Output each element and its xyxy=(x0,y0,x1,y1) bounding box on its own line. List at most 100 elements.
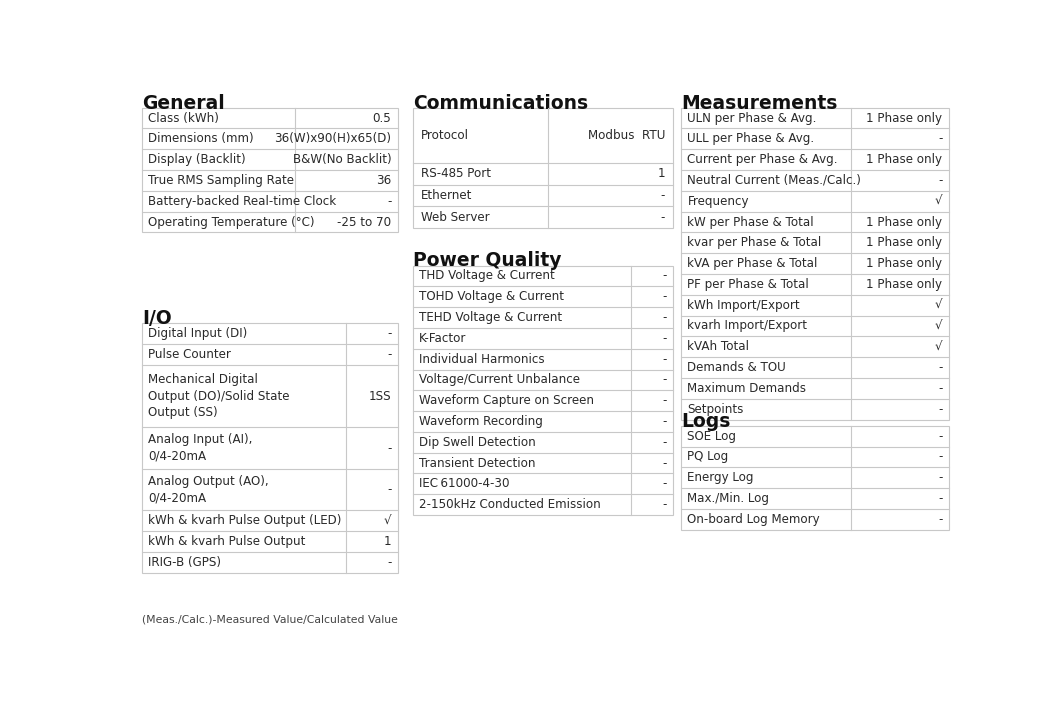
Text: -: - xyxy=(660,211,665,223)
Text: 1 Phase only: 1 Phase only xyxy=(866,216,942,228)
Text: √: √ xyxy=(935,299,942,312)
Text: Analog Input (AI),
0/4-20mA: Analog Input (AI), 0/4-20mA xyxy=(148,434,252,462)
Text: -: - xyxy=(938,361,942,374)
Text: Web Server: Web Server xyxy=(421,211,490,223)
Text: -: - xyxy=(387,348,391,361)
Text: √: √ xyxy=(935,341,942,353)
Text: Logs: Logs xyxy=(682,412,730,431)
Text: Voltage/Current Unbalance: Voltage/Current Unbalance xyxy=(420,374,580,386)
Text: √: √ xyxy=(384,515,391,527)
Text: 1 Phase only: 1 Phase only xyxy=(866,153,942,166)
Text: 1 Phase only: 1 Phase only xyxy=(866,257,942,270)
Text: Maximum Demands: Maximum Demands xyxy=(687,382,807,395)
Text: -: - xyxy=(387,327,391,341)
Text: 2-150kHz Conducted Emission: 2-150kHz Conducted Emission xyxy=(420,498,601,511)
Text: -: - xyxy=(662,436,667,449)
Text: Current per Phase & Avg.: Current per Phase & Avg. xyxy=(687,153,837,166)
Text: Pulse Counter: Pulse Counter xyxy=(148,348,231,361)
Text: -: - xyxy=(938,492,942,505)
Text: -: - xyxy=(662,477,667,491)
Text: -: - xyxy=(938,382,942,395)
Text: ULL per Phase & Avg.: ULL per Phase & Avg. xyxy=(687,133,814,145)
Text: -: - xyxy=(387,441,391,455)
Text: -: - xyxy=(662,457,667,470)
Text: Neutral Current (Meas./Calc.): Neutral Current (Meas./Calc.) xyxy=(687,174,862,187)
Text: -: - xyxy=(662,394,667,407)
Text: 1 Phase only: 1 Phase only xyxy=(866,111,942,125)
Text: -: - xyxy=(662,290,667,303)
Text: RS-485 Port: RS-485 Port xyxy=(421,167,491,180)
Text: Protocol: Protocol xyxy=(421,129,469,142)
Text: -: - xyxy=(938,403,942,416)
Text: Transient Detection: Transient Detection xyxy=(420,457,535,470)
Text: Power Quality: Power Quality xyxy=(413,251,562,270)
Text: Display (Backlit): Display (Backlit) xyxy=(148,153,246,166)
Text: Dip Swell Detection: Dip Swell Detection xyxy=(420,436,536,449)
Text: kVAh Total: kVAh Total xyxy=(687,341,749,353)
Text: -: - xyxy=(662,269,667,283)
Text: -: - xyxy=(662,498,667,511)
Text: Setpoints: Setpoints xyxy=(687,403,744,416)
Text: -: - xyxy=(938,471,942,484)
Text: Class (kWh): Class (kWh) xyxy=(148,111,218,125)
Text: THD Voltage & Current: THD Voltage & Current xyxy=(420,269,555,283)
Text: 1: 1 xyxy=(384,535,391,548)
Text: TEHD Voltage & Current: TEHD Voltage & Current xyxy=(420,311,563,324)
Text: -: - xyxy=(662,374,667,386)
Text: √: √ xyxy=(935,195,942,208)
Text: kvarh Import/Export: kvarh Import/Export xyxy=(687,319,808,333)
Text: -: - xyxy=(938,133,942,145)
Bar xyxy=(413,266,673,515)
Text: -25 to 70: -25 to 70 xyxy=(337,216,391,228)
Text: Energy Log: Energy Log xyxy=(687,471,754,484)
Bar xyxy=(413,108,673,228)
Text: Operating Temperature (°C): Operating Temperature (°C) xyxy=(148,216,315,228)
Text: -: - xyxy=(662,332,667,345)
Text: Modbus  RTU: Modbus RTU xyxy=(587,129,665,142)
Text: -: - xyxy=(662,415,667,428)
Text: Communications: Communications xyxy=(413,94,588,113)
Text: √: √ xyxy=(935,319,942,333)
Text: K-Factor: K-Factor xyxy=(420,332,466,345)
Text: -: - xyxy=(662,352,667,366)
Bar xyxy=(142,324,398,572)
Text: Frequency: Frequency xyxy=(687,195,749,208)
Text: PF per Phase & Total: PF per Phase & Total xyxy=(687,278,809,291)
Text: On-board Log Memory: On-board Log Memory xyxy=(687,513,820,526)
Text: SOE Log: SOE Log xyxy=(687,429,737,443)
Text: Demands & TOU: Demands & TOU xyxy=(687,361,787,374)
Text: -: - xyxy=(662,311,667,324)
Text: (Meas./Calc.)-Measured Value/Calculated Value: (Meas./Calc.)-Measured Value/Calculated … xyxy=(142,614,398,625)
Text: -: - xyxy=(387,195,391,208)
Text: -: - xyxy=(660,189,665,202)
Text: Waveform Recording: Waveform Recording xyxy=(420,415,543,428)
Text: 0.5: 0.5 xyxy=(373,111,391,125)
Text: Battery-backed Real-time Clock: Battery-backed Real-time Clock xyxy=(148,195,336,208)
Text: kW per Phase & Total: kW per Phase & Total xyxy=(687,216,814,228)
Text: -: - xyxy=(938,450,942,463)
Text: 1: 1 xyxy=(657,167,665,180)
Text: Analog Output (AO),
0/4-20mA: Analog Output (AO), 0/4-20mA xyxy=(148,475,268,504)
Text: 36: 36 xyxy=(376,174,391,187)
Text: Measurements: Measurements xyxy=(682,94,837,113)
Text: 1 Phase only: 1 Phase only xyxy=(866,236,942,250)
Text: kWh & kvarh Pulse Output: kWh & kvarh Pulse Output xyxy=(148,535,305,548)
Bar xyxy=(142,108,398,233)
Text: B&W(No Backlit): B&W(No Backlit) xyxy=(293,153,391,166)
Text: -: - xyxy=(387,483,391,496)
Text: Waveform Capture on Screen: Waveform Capture on Screen xyxy=(420,394,595,407)
Text: IRIG-B (GPS): IRIG-B (GPS) xyxy=(148,556,220,569)
Text: Ethernet: Ethernet xyxy=(421,189,472,202)
Text: Max./Min. Log: Max./Min. Log xyxy=(687,492,770,505)
Text: General: General xyxy=(142,94,225,113)
Text: PQ Log: PQ Log xyxy=(687,450,728,463)
Text: -: - xyxy=(387,556,391,569)
Text: kvar per Phase & Total: kvar per Phase & Total xyxy=(687,236,822,250)
Text: kWh Import/Export: kWh Import/Export xyxy=(687,299,800,312)
Text: -: - xyxy=(938,429,942,443)
Bar xyxy=(682,426,949,529)
Text: TOHD Voltage & Current: TOHD Voltage & Current xyxy=(420,290,564,303)
Text: 36(W)x90(H)x65(D): 36(W)x90(H)x65(D) xyxy=(275,133,391,145)
Text: Mechanical Digital
Output (DO)/Solid State
Output (SS): Mechanical Digital Output (DO)/Solid Sta… xyxy=(148,373,289,419)
Text: Digital Input (DI): Digital Input (DI) xyxy=(148,327,247,341)
